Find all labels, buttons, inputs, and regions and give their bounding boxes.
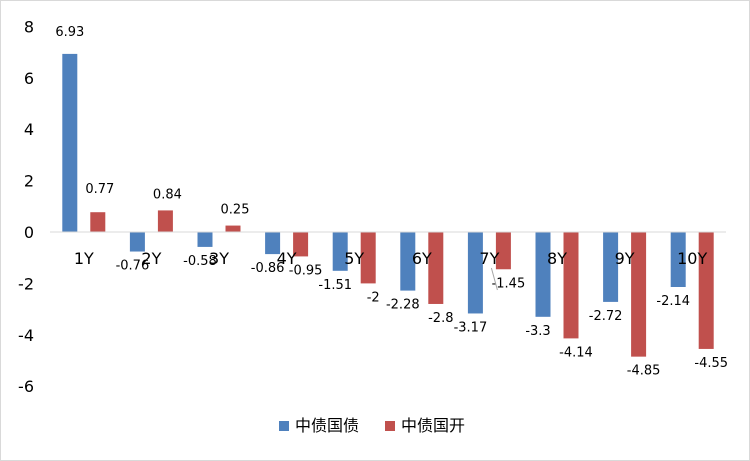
y-tick-label: -4 [18, 326, 34, 345]
category-label: 7Y [479, 249, 499, 268]
category-label: 10Y [677, 249, 707, 268]
y-tick-label: -6 [18, 377, 34, 396]
data-label: -2 [367, 290, 380, 305]
data-label: -2.72 [589, 309, 623, 324]
bar-series2-9Y [631, 232, 647, 357]
legend-label: 中债国开 [401, 416, 465, 435]
data-label: -1.51 [318, 278, 352, 293]
legend-swatch [385, 421, 395, 431]
y-tick-label: 8 [24, 17, 34, 36]
data-labels: 6.93 0.77 -0.76 0.84 -0.58 0.25 -0.86 -0.95-1.5… [55, 25, 728, 379]
data-label: -2.8 [428, 311, 453, 326]
data-label: 0.25 [221, 203, 250, 218]
bar-series2-8Y [563, 232, 579, 339]
data-label: -0.76 [116, 259, 150, 274]
category-label: 6Y [412, 249, 432, 268]
data-label: -4.85 [627, 364, 661, 379]
bar-series1-10Y [670, 232, 686, 287]
y-tick-label: 0 [24, 223, 34, 242]
data-label: 6.93 [55, 25, 84, 40]
legend-label: 中债国债 [295, 416, 359, 435]
data-label: -0.86 [251, 261, 285, 276]
bar-series2-4Y [293, 232, 309, 257]
bar-series1-9Y [603, 232, 619, 302]
bar-series2-5Y [360, 232, 376, 284]
data-label: -3.3 [525, 324, 550, 339]
y-tick-label: -2 [18, 274, 34, 293]
y-axis-ticks: 8 6 4 2 0 -2 -4 -6 [18, 17, 34, 396]
bar-series2-1Y [90, 212, 106, 232]
data-label: -4.55 [694, 356, 728, 371]
bar-series2-7Y [495, 232, 511, 270]
category-label: 1Y [74, 249, 94, 268]
category-label: 4Y [277, 249, 297, 268]
bar-series1-6Y [400, 232, 416, 291]
category-label: 2Y [141, 249, 161, 268]
bar-series2-10Y [698, 232, 714, 349]
bar-series2-3Y [225, 225, 241, 232]
bars [62, 53, 714, 357]
bar-series1-4Y [265, 232, 281, 255]
bar-series1-3Y [197, 232, 213, 247]
category-label: 5Y [344, 249, 364, 268]
data-label: -3.17 [454, 320, 488, 335]
data-label: -4.14 [559, 345, 593, 360]
leader-line [490, 267, 498, 291]
data-label: -0.95 [289, 263, 323, 278]
category-label: 8Y [547, 249, 567, 268]
bar-series2-6Y [428, 232, 444, 304]
y-tick-label: 6 [24, 69, 34, 88]
legend: 中债国债 中债国开 [279, 416, 465, 435]
category-labels: 1Y 2Y 3Y 4Y 5Y 6Y 7Y 8Y 9Y 10Y [74, 249, 708, 268]
category-label: 3Y [209, 249, 229, 268]
category-label: 9Y [615, 249, 635, 268]
bar-series1-2Y [129, 232, 145, 252]
legend-swatch [279, 421, 289, 431]
y-tick-label: 2 [24, 172, 34, 191]
data-label: -0.58 [183, 254, 217, 269]
data-label: 0.84 [153, 187, 182, 202]
bar-series1-8Y [535, 232, 551, 317]
data-label: -2.28 [386, 298, 420, 313]
bar-series1-5Y [332, 232, 348, 271]
bar-series1-7Y [467, 232, 483, 314]
data-label: -1.45 [492, 276, 526, 291]
y-tick-label: 4 [24, 120, 34, 139]
bar-series1-1Y [62, 53, 78, 232]
data-label: 0.77 [85, 182, 114, 197]
bar-series2-2Y [157, 210, 173, 232]
data-label: -2.14 [656, 294, 690, 309]
